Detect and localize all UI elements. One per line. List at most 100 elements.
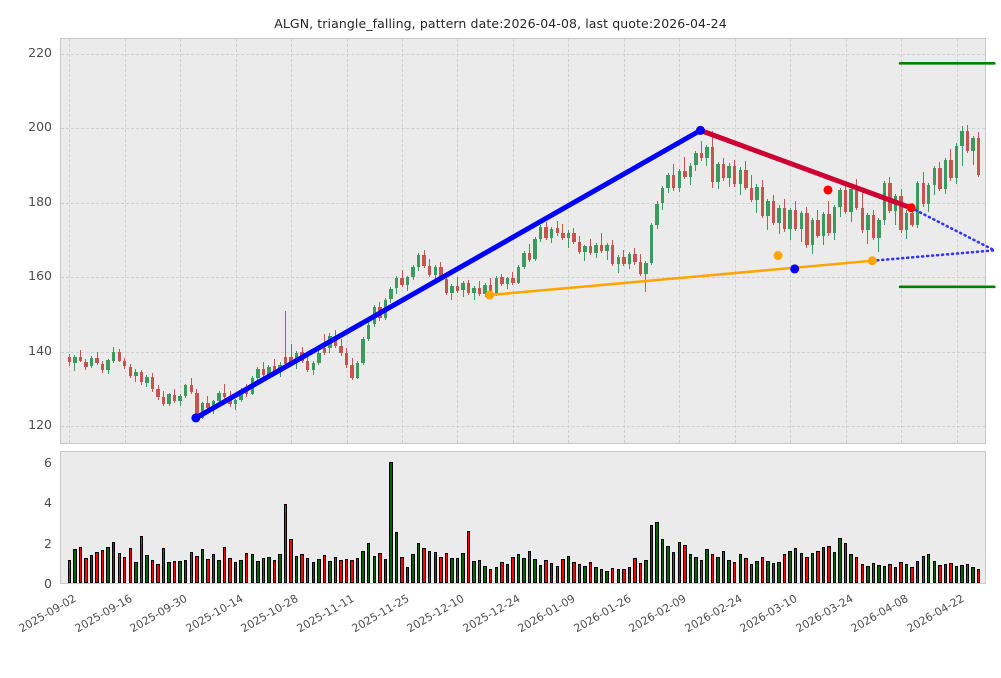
candle-body [799, 213, 803, 229]
volume-bar [943, 564, 948, 583]
volume-bar [378, 553, 382, 583]
volume-bar [477, 560, 482, 583]
volume-bar [705, 548, 709, 583]
volume-bar [738, 553, 742, 583]
volume-bar [893, 566, 898, 583]
volume-bar [217, 560, 221, 583]
candle-body [378, 307, 382, 319]
candle-body [727, 166, 731, 179]
volume-tick-label: 4 [44, 495, 52, 511]
volume-bar [561, 558, 565, 583]
volume-bar [100, 550, 105, 583]
candle-body [300, 352, 304, 361]
volume-bar [915, 561, 920, 583]
volume-bar [245, 552, 249, 583]
candle-body [283, 357, 288, 365]
candle-body [677, 170, 681, 188]
candle-body [411, 266, 415, 277]
candle-body [466, 282, 471, 294]
candle-body [206, 403, 210, 409]
candle-body [516, 266, 521, 283]
candle-body [95, 358, 99, 364]
candle-body [461, 282, 465, 291]
candle-body [710, 147, 715, 183]
volume-bar [921, 555, 925, 583]
volume-bar [422, 548, 426, 583]
volume-bar [971, 566, 975, 583]
volume-bar [134, 561, 138, 583]
candle-body [267, 366, 271, 375]
volume-bar [489, 568, 493, 583]
candle-body [927, 185, 931, 205]
volume-bar [233, 561, 238, 583]
candle-wick [79, 349, 81, 362]
volume-bar [749, 563, 754, 583]
candle-body [688, 165, 693, 177]
volume-bar [494, 567, 498, 583]
volume-bar [904, 564, 909, 583]
volume-bar [572, 561, 576, 583]
candle-body [605, 245, 609, 251]
candle-body [350, 365, 354, 378]
date-gridline [956, 39, 958, 443]
volume-bar [799, 552, 803, 583]
volume-bar [339, 560, 343, 583]
volume-bar [95, 551, 99, 583]
volume-bar [527, 550, 532, 583]
volume-bar [655, 521, 659, 583]
volume-bar [793, 548, 798, 583]
candle-body [755, 186, 759, 200]
date-gridline [457, 39, 459, 443]
candle-body [333, 336, 338, 347]
candle-body [793, 210, 798, 229]
candle-body [400, 278, 404, 285]
volume-bar [755, 560, 759, 583]
volume-bar [267, 556, 271, 583]
volume-bar [411, 553, 415, 583]
volume-bar [899, 561, 903, 583]
volume-tick-label: 0 [44, 576, 52, 591]
date-gridline [69, 39, 71, 443]
candle-body [599, 244, 604, 251]
volume-bar [355, 558, 360, 583]
candle-body [228, 396, 232, 405]
candle-body [222, 393, 227, 397]
candle-body [489, 284, 493, 295]
candle-body [178, 395, 182, 401]
volume-tick-label: 2 [44, 535, 52, 551]
candle-body [261, 369, 266, 375]
volume-bar [583, 566, 587, 583]
candle-body [84, 361, 88, 367]
volume-bar [610, 567, 615, 583]
volume-bar [222, 547, 227, 583]
volume-bar [511, 556, 515, 583]
volume-bar [594, 567, 598, 583]
volume-bar [777, 562, 781, 583]
volume-bar [372, 556, 376, 583]
candle-body [472, 287, 476, 294]
candle-body [716, 164, 720, 183]
volume-bar [400, 557, 404, 583]
candle-body [372, 307, 376, 325]
candle-body [78, 357, 83, 361]
candle-body [428, 265, 432, 276]
volume-bar [466, 530, 471, 583]
volume-bar [250, 554, 255, 583]
volume-bar [660, 538, 665, 583]
candle-body [527, 252, 532, 260]
candle-body [749, 187, 754, 200]
candle-body [915, 182, 920, 226]
volume-bar [688, 553, 693, 583]
volume-bar [389, 462, 393, 583]
volume-bar [816, 550, 820, 583]
candle-body [111, 351, 116, 361]
volume-bar [760, 556, 765, 583]
volume-bar [128, 547, 133, 583]
volume-bar [932, 560, 937, 583]
volume-bar [838, 538, 842, 583]
volume-bar [727, 560, 731, 583]
candle-body [433, 266, 437, 276]
volume-bar [965, 563, 970, 583]
candle-body [123, 361, 127, 367]
candle-body [367, 324, 371, 339]
